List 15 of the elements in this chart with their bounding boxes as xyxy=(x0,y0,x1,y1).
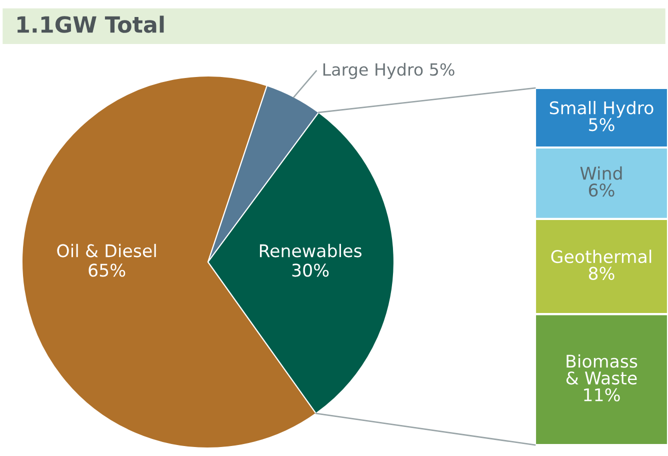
data-label: 5% xyxy=(430,63,454,76)
slice-label: Renewables xyxy=(260,244,362,258)
data-label: 65% xyxy=(88,264,126,277)
slice-label: Large Hydro xyxy=(323,62,423,80)
series-label: Small Hydro xyxy=(550,100,654,118)
data-label: 11% xyxy=(584,388,620,402)
data-label: 8% xyxy=(588,266,614,280)
data-label: 30% xyxy=(292,264,329,277)
series-label: Biomass & Waste xyxy=(566,354,638,385)
chart-title: 1.1GW Total xyxy=(18,16,164,33)
series-label: Geothermal xyxy=(551,250,652,264)
data-label: 5% xyxy=(589,118,614,132)
data-label: 6% xyxy=(588,184,614,197)
series-label: Wind xyxy=(580,166,622,180)
slice-label: Oil & Diesel xyxy=(57,244,156,258)
